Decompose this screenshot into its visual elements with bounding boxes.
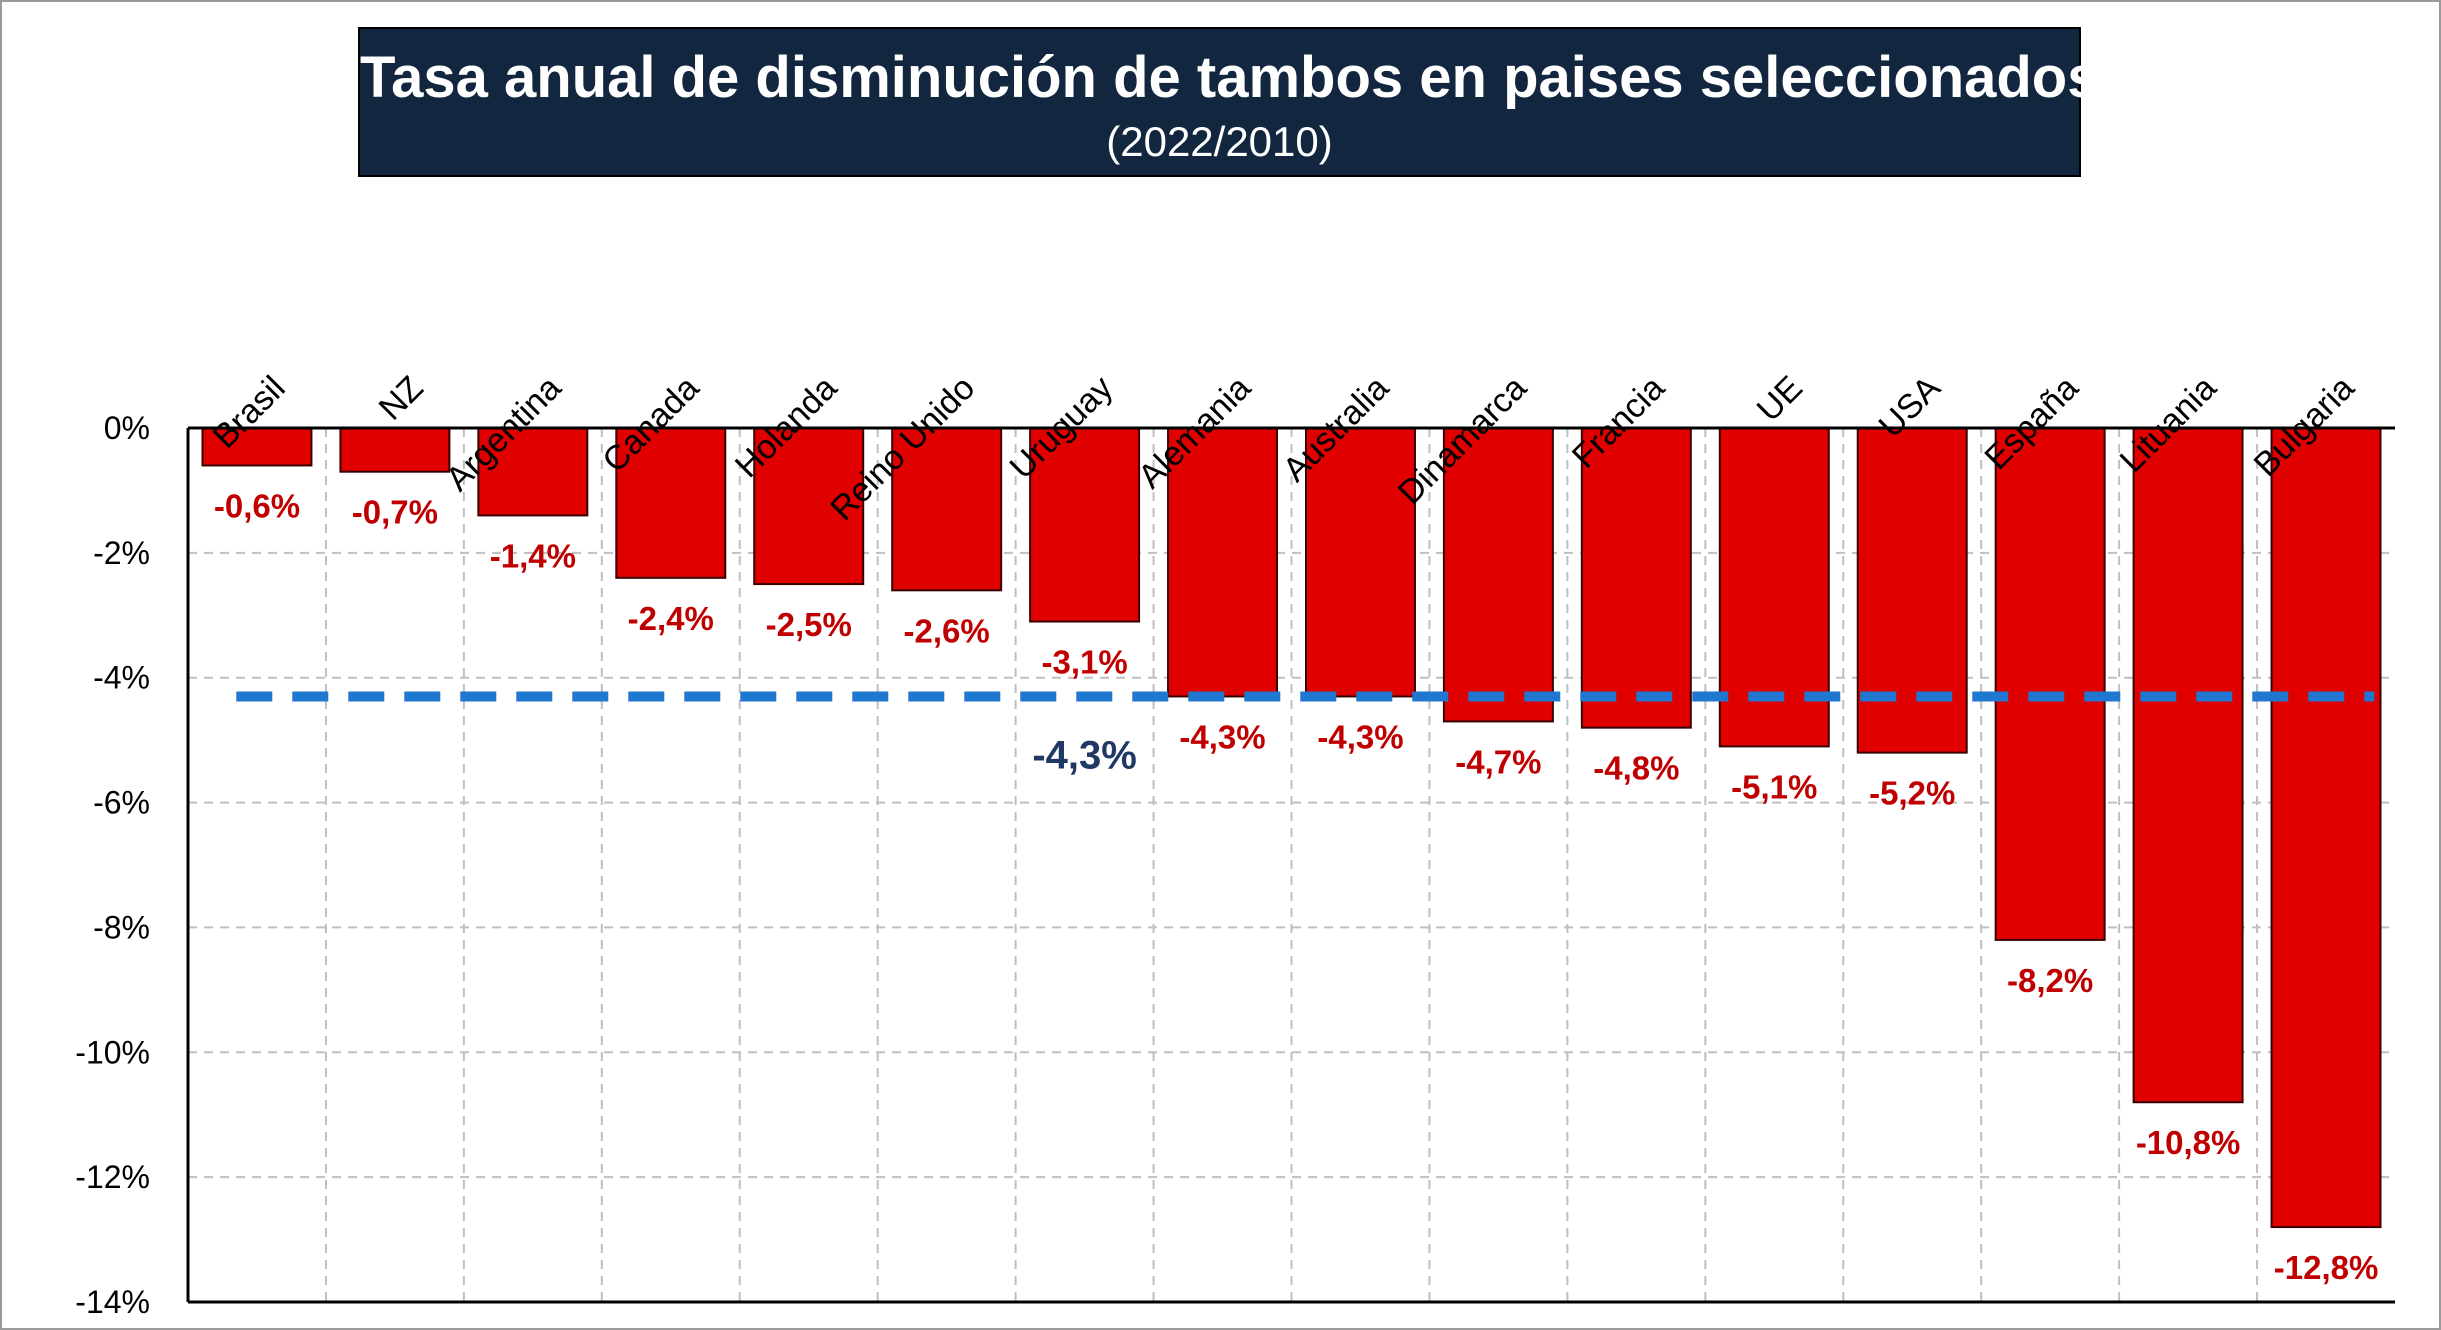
- data-label: -12,8%: [2274, 1249, 2379, 1286]
- chart-title: Tasa anual de disminución de tambos en p…: [360, 45, 2100, 110]
- bar-reino-unido: [891, 427, 1003, 592]
- y-tick-label: -4%: [93, 660, 150, 696]
- y-tick-label: -12%: [75, 1159, 150, 1195]
- bar-lituania: [2132, 427, 2244, 1104]
- data-label: -3,1%: [1041, 644, 1127, 681]
- data-label: -2,6%: [904, 612, 990, 649]
- title-box: Tasa anual de disminución de tambos en p…: [358, 27, 2100, 177]
- bar-dinamarca: [1442, 427, 1554, 723]
- y-tick-label: -8%: [93, 909, 150, 945]
- data-label: -0,7%: [352, 494, 438, 531]
- average-reference-label: -4,3%: [1032, 733, 1137, 777]
- bars: [201, 427, 2382, 1229]
- bar-uruguay: [1029, 427, 1141, 623]
- bar-bulgaria: [2270, 427, 2382, 1229]
- data-label: -4,3%: [1179, 718, 1265, 755]
- data-label: -5,2%: [1869, 775, 1955, 812]
- y-tick-label: -6%: [93, 785, 150, 821]
- y-tick-label: -14%: [75, 1284, 150, 1320]
- data-label: -8,2%: [2007, 962, 2093, 999]
- bar-canada: [615, 427, 727, 579]
- data-label: -5,1%: [1731, 768, 1817, 805]
- category-label: UE: [1750, 369, 1810, 429]
- bar-nz: [339, 427, 451, 473]
- data-label: -2,4%: [628, 600, 714, 637]
- data-label: -2,5%: [766, 606, 852, 643]
- bar-holanda: [753, 427, 865, 586]
- data-label: -4,8%: [1593, 750, 1679, 787]
- bar-españa: [1994, 427, 2106, 941]
- bar-usa: [1856, 427, 1968, 754]
- grid-lines: [188, 428, 2395, 1302]
- data-label: -1,4%: [490, 537, 576, 574]
- bar-francia: [1580, 427, 1692, 729]
- y-tick-label: 0%: [104, 410, 150, 446]
- data-label: -10,8%: [2136, 1124, 2241, 1161]
- axes: [186, 426, 2395, 1304]
- y-tick-label: -2%: [93, 535, 150, 571]
- data-label: -4,7%: [1455, 743, 1541, 780]
- y-tick-label: -10%: [75, 1034, 150, 1070]
- data-label: -4,3%: [1317, 718, 1403, 755]
- category-label: NZ: [372, 369, 431, 428]
- chart-subtitle: (2022/2010): [1106, 118, 1333, 165]
- data-label: -0,6%: [214, 487, 300, 524]
- bar-argentina: [477, 427, 589, 517]
